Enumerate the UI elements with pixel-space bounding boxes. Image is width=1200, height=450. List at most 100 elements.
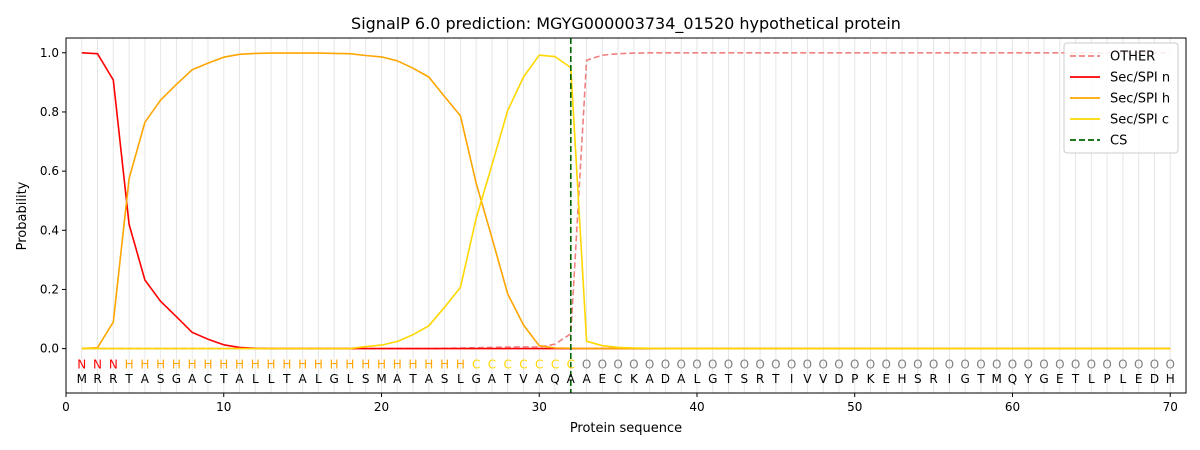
residue-label: R [93, 372, 101, 386]
residue-label: D [661, 372, 670, 386]
region-label: O [897, 357, 906, 371]
y-tick-label: 0.2 [40, 282, 59, 296]
region-label: O [1039, 357, 1048, 371]
residue-label: G [172, 372, 181, 386]
y-tick-label: 0.6 [40, 164, 59, 178]
region-label: O [976, 357, 985, 371]
region-label: O [771, 357, 780, 371]
residue-label: H [1166, 372, 1175, 386]
x-tick-label: 40 [689, 400, 704, 414]
residue-label: M [992, 372, 1002, 386]
region-label: O [882, 357, 891, 371]
residue-label: L [1120, 372, 1127, 386]
residue-label: E [1135, 372, 1143, 386]
region-label: H [219, 357, 228, 371]
region-label: H [377, 357, 386, 371]
x-axis-ticks: 0 10 20 30 40 50 60 70 [62, 393, 1178, 414]
legend-label: Sec/SPI n [1110, 71, 1170, 86]
region-label: H [424, 357, 433, 371]
residue-label: Q [1008, 372, 1017, 386]
region-label: O [1150, 357, 1159, 371]
region-label: C [519, 357, 527, 371]
residue-label: M [77, 372, 87, 386]
chart-title: SignalP 6.0 prediction: MGYG000003734_01… [351, 14, 901, 34]
region-label: O [582, 357, 591, 371]
x-tick-label: 20 [374, 400, 389, 414]
region-label: O [1102, 357, 1111, 371]
residue-label: S [914, 372, 922, 386]
residue-label: L [252, 372, 259, 386]
region-label: O [692, 357, 701, 371]
region-label: O [740, 357, 749, 371]
region-label: C [551, 357, 559, 371]
residue-label: S [740, 372, 748, 386]
residue-label: D [1150, 372, 1159, 386]
region-label: O [598, 357, 607, 371]
sequence-annotation: NMNRNRHTHAHSHGHAHCHTHAHLHLHTHAHLHGHLHSHM… [77, 357, 1175, 386]
region-label: O [1055, 357, 1064, 371]
legend-label: Sec/SPI h [1110, 92, 1170, 107]
region-label: H [393, 357, 402, 371]
residue-label: L [694, 372, 701, 386]
region-label: H [440, 357, 449, 371]
residue-label: K [630, 372, 639, 386]
x-tick-label: 70 [1163, 400, 1178, 414]
residue-label: Q [550, 372, 559, 386]
region-label: O [1087, 357, 1096, 371]
residue-label: L [315, 372, 322, 386]
region-label: H [361, 357, 370, 371]
residue-label: R [929, 372, 937, 386]
region-label: O [913, 357, 922, 371]
residue-label: G [960, 372, 969, 386]
region-label: O [645, 357, 654, 371]
region-label: C [535, 357, 543, 371]
region-label: O [992, 357, 1001, 371]
residue-label: T [1071, 372, 1080, 386]
residue-label: R [109, 372, 117, 386]
residue-label: T [976, 372, 985, 386]
region-label: O [755, 357, 764, 371]
region-label: H [314, 357, 323, 371]
residue-label: I [790, 372, 794, 386]
region-label: C [488, 357, 496, 371]
region-label: H [125, 357, 134, 371]
region-label: H [251, 357, 260, 371]
residue-label: I [948, 372, 952, 386]
residue-label: M [376, 372, 386, 386]
region-label: H [345, 357, 354, 371]
y-axis-label: Probability [15, 181, 30, 250]
x-tick-label: 10 [216, 400, 231, 414]
region-label: N [77, 357, 86, 371]
residue-label: L [268, 372, 275, 386]
residue-label: T [408, 372, 417, 386]
region-label: C [503, 357, 511, 371]
region-label: O [929, 357, 938, 371]
residue-label: T [771, 372, 780, 386]
region-label: O [676, 357, 685, 371]
residue-label: S [362, 372, 370, 386]
region-label: O [834, 357, 843, 371]
residue-label: V [803, 372, 812, 386]
residue-label: G [708, 372, 717, 386]
residue-label: T [503, 372, 512, 386]
region-label: H [203, 357, 212, 371]
region-label: H [188, 357, 197, 371]
residue-label: T [724, 372, 733, 386]
residue-label: T [282, 372, 291, 386]
region-label: O [1024, 357, 1033, 371]
grid-lines [81, 38, 1171, 393]
residue-label: K [867, 372, 876, 386]
y-tick-label: 0.4 [40, 223, 59, 237]
residue-label: A [425, 372, 434, 386]
series-line-other [81, 51, 1171, 350]
region-label: O [787, 357, 796, 371]
legend-box [1063, 42, 1179, 154]
residue-label: P [1104, 372, 1111, 386]
x-tick-label: 50 [847, 400, 862, 414]
residue-label: E [599, 372, 607, 386]
residue-label: E [882, 372, 890, 386]
residue-label: S [441, 372, 449, 386]
region-label: O [818, 357, 827, 371]
residue-label: A [677, 372, 686, 386]
region-label: H [330, 357, 339, 371]
